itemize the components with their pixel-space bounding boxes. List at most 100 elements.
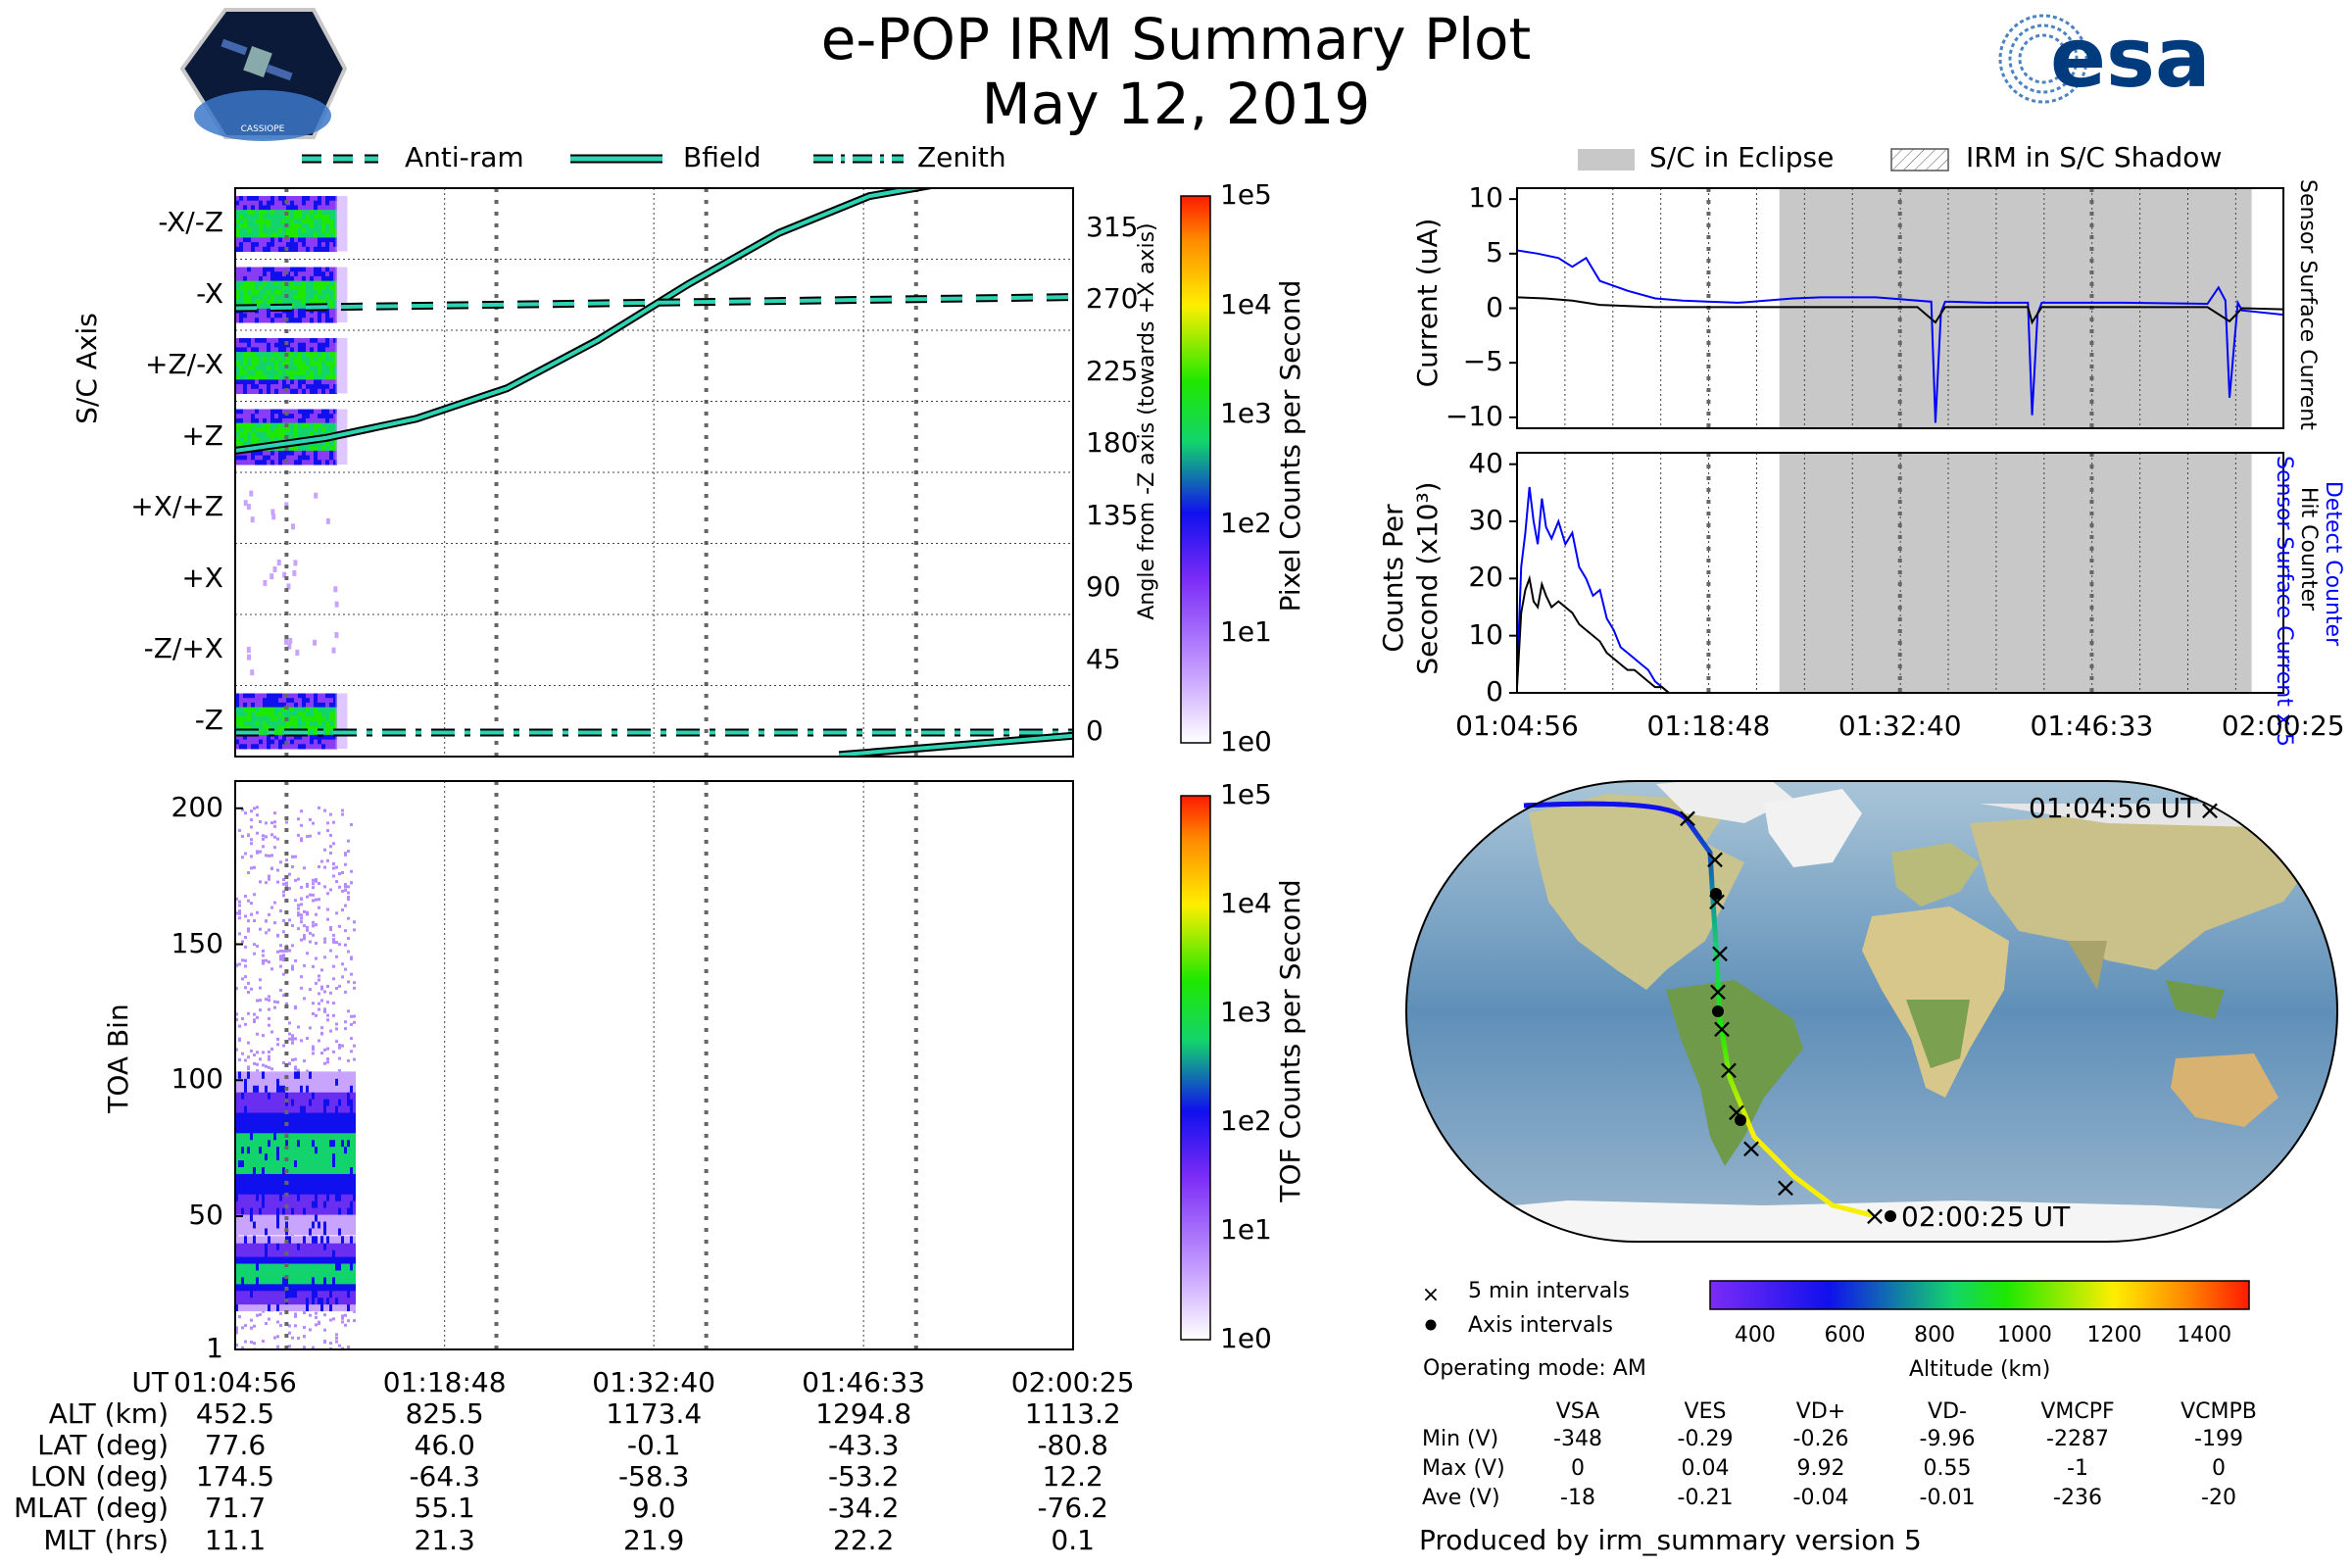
sc-heat-cell bbox=[239, 744, 243, 750]
toa-band-cell bbox=[273, 1078, 276, 1086]
voltage-cell: -1 bbox=[2067, 1456, 2088, 1481]
sc-heat-cell bbox=[310, 450, 314, 457]
sc-heat-cell bbox=[270, 313, 274, 318]
sc-heat-cell bbox=[239, 725, 243, 731]
toa-band-cell bbox=[247, 1180, 250, 1188]
toa-band-cell bbox=[273, 1173, 276, 1181]
sc-heat-cell bbox=[294, 285, 298, 291]
toa-band-cell bbox=[350, 1276, 353, 1285]
sc-heat-cell bbox=[259, 725, 263, 731]
toa-band-cell bbox=[294, 1173, 297, 1181]
toa-band-cell bbox=[335, 1173, 338, 1181]
sc-heat-cell bbox=[329, 196, 333, 202]
toa-speck bbox=[320, 987, 323, 991]
toa-speck bbox=[270, 821, 273, 825]
sc-heat-cell bbox=[270, 702, 274, 709]
toa-speck bbox=[312, 964, 315, 968]
toa-band-cell bbox=[247, 1214, 250, 1222]
sc-heat-cell bbox=[314, 267, 318, 272]
sc-heat-cell bbox=[325, 379, 329, 385]
toa-band-cell bbox=[338, 1105, 341, 1113]
sc-heat-cell bbox=[333, 388, 337, 394]
sc-heat-cell bbox=[239, 290, 243, 296]
sc-heat-cell bbox=[278, 450, 282, 457]
toa-speck bbox=[279, 909, 282, 913]
toa-band-cell bbox=[235, 1221, 238, 1229]
toa-band-cell bbox=[347, 1166, 350, 1174]
toa-band-cell bbox=[332, 1276, 335, 1285]
sc-right-tick: 90 bbox=[1086, 570, 1121, 604]
toa-panel bbox=[234, 780, 1074, 1350]
sc-heat-cell bbox=[274, 702, 278, 709]
toa-band-cell bbox=[303, 1187, 306, 1195]
sc-heat-cell bbox=[310, 379, 314, 385]
sc-heat-cell bbox=[314, 342, 318, 348]
sc-heat-cell bbox=[259, 200, 263, 206]
sc-heat-cell bbox=[294, 734, 298, 741]
toa-band-cell bbox=[306, 1227, 309, 1236]
sc-heat-cell bbox=[278, 446, 282, 452]
sc-heat-cell bbox=[274, 698, 278, 704]
sc-heat-cell bbox=[321, 698, 325, 704]
sc-heat-cell bbox=[306, 219, 310, 224]
sc-heat-cell bbox=[333, 352, 337, 358]
series-line bbox=[1517, 296, 2283, 325]
sc-heat-cell bbox=[263, 338, 267, 344]
toa-band-cell bbox=[353, 1099, 356, 1106]
sc-heat-cell bbox=[247, 356, 251, 363]
toa-band-cell bbox=[273, 1276, 276, 1285]
sc-heat-cell bbox=[243, 374, 247, 380]
toa-band-cell bbox=[291, 1250, 294, 1257]
toa-band-cell bbox=[265, 1078, 268, 1086]
altitude-tick: 400 bbox=[1734, 1323, 1776, 1348]
toa-speck bbox=[312, 1048, 315, 1052]
sc-heat-cell bbox=[270, 223, 274, 229]
sc-heat-cell bbox=[298, 242, 302, 248]
toa-band-cell bbox=[353, 1085, 356, 1093]
toa-band-cell bbox=[270, 1146, 273, 1154]
toa-band-cell bbox=[341, 1099, 344, 1106]
sc-heat-cell bbox=[263, 318, 267, 323]
toa-band-cell bbox=[306, 1146, 309, 1154]
sc-heat-cell bbox=[235, 384, 239, 390]
sc-heat-cell bbox=[318, 318, 321, 323]
sc-heat-cell bbox=[290, 366, 294, 371]
sc-heat-cell bbox=[329, 214, 333, 220]
toa-band-cell bbox=[347, 1269, 350, 1278]
sc-heat-cell bbox=[302, 716, 306, 722]
toa-band-cell bbox=[250, 1092, 253, 1100]
toa-band-cell bbox=[347, 1236, 350, 1244]
toa-band-cell bbox=[241, 1207, 244, 1215]
sc-heat-cell bbox=[294, 427, 298, 433]
sc-heat-cell bbox=[302, 366, 306, 371]
toa-speck bbox=[326, 1047, 329, 1051]
toa-band-cell bbox=[320, 1303, 323, 1312]
toa-band-cell bbox=[285, 1125, 288, 1134]
toa-band-cell bbox=[282, 1105, 285, 1113]
toa-speck bbox=[276, 1001, 279, 1004]
sc-heat-cell bbox=[270, 205, 274, 211]
toa-band-cell bbox=[323, 1269, 326, 1278]
toa-band-cell bbox=[241, 1256, 244, 1264]
sc-heat-cell bbox=[314, 200, 318, 206]
sc-heat-cell bbox=[290, 304, 294, 310]
sc-heat-cell bbox=[263, 356, 267, 363]
sc-heat-cell bbox=[318, 290, 321, 296]
toa-band-cell bbox=[235, 1112, 238, 1120]
toa-band-cell bbox=[332, 1092, 335, 1100]
toa-band-cell bbox=[285, 1207, 288, 1215]
sc-heat-cell bbox=[333, 294, 337, 300]
toa-band-cell bbox=[297, 1105, 300, 1113]
toa-band-cell bbox=[247, 1152, 250, 1161]
sc-heat-cell bbox=[278, 285, 282, 291]
sc-heat-cell bbox=[243, 347, 247, 353]
sc-heat-cell bbox=[329, 441, 333, 447]
toa-band-cell bbox=[259, 1105, 262, 1113]
toa-band-cell bbox=[309, 1092, 312, 1100]
sc-heat-cell bbox=[247, 422, 251, 428]
sc-heat-cell bbox=[298, 422, 302, 428]
sc-heat-cell bbox=[333, 720, 337, 726]
toa-band-cell bbox=[335, 1099, 338, 1106]
toa-band-cell bbox=[297, 1297, 300, 1305]
toa-band-cell bbox=[303, 1250, 306, 1257]
